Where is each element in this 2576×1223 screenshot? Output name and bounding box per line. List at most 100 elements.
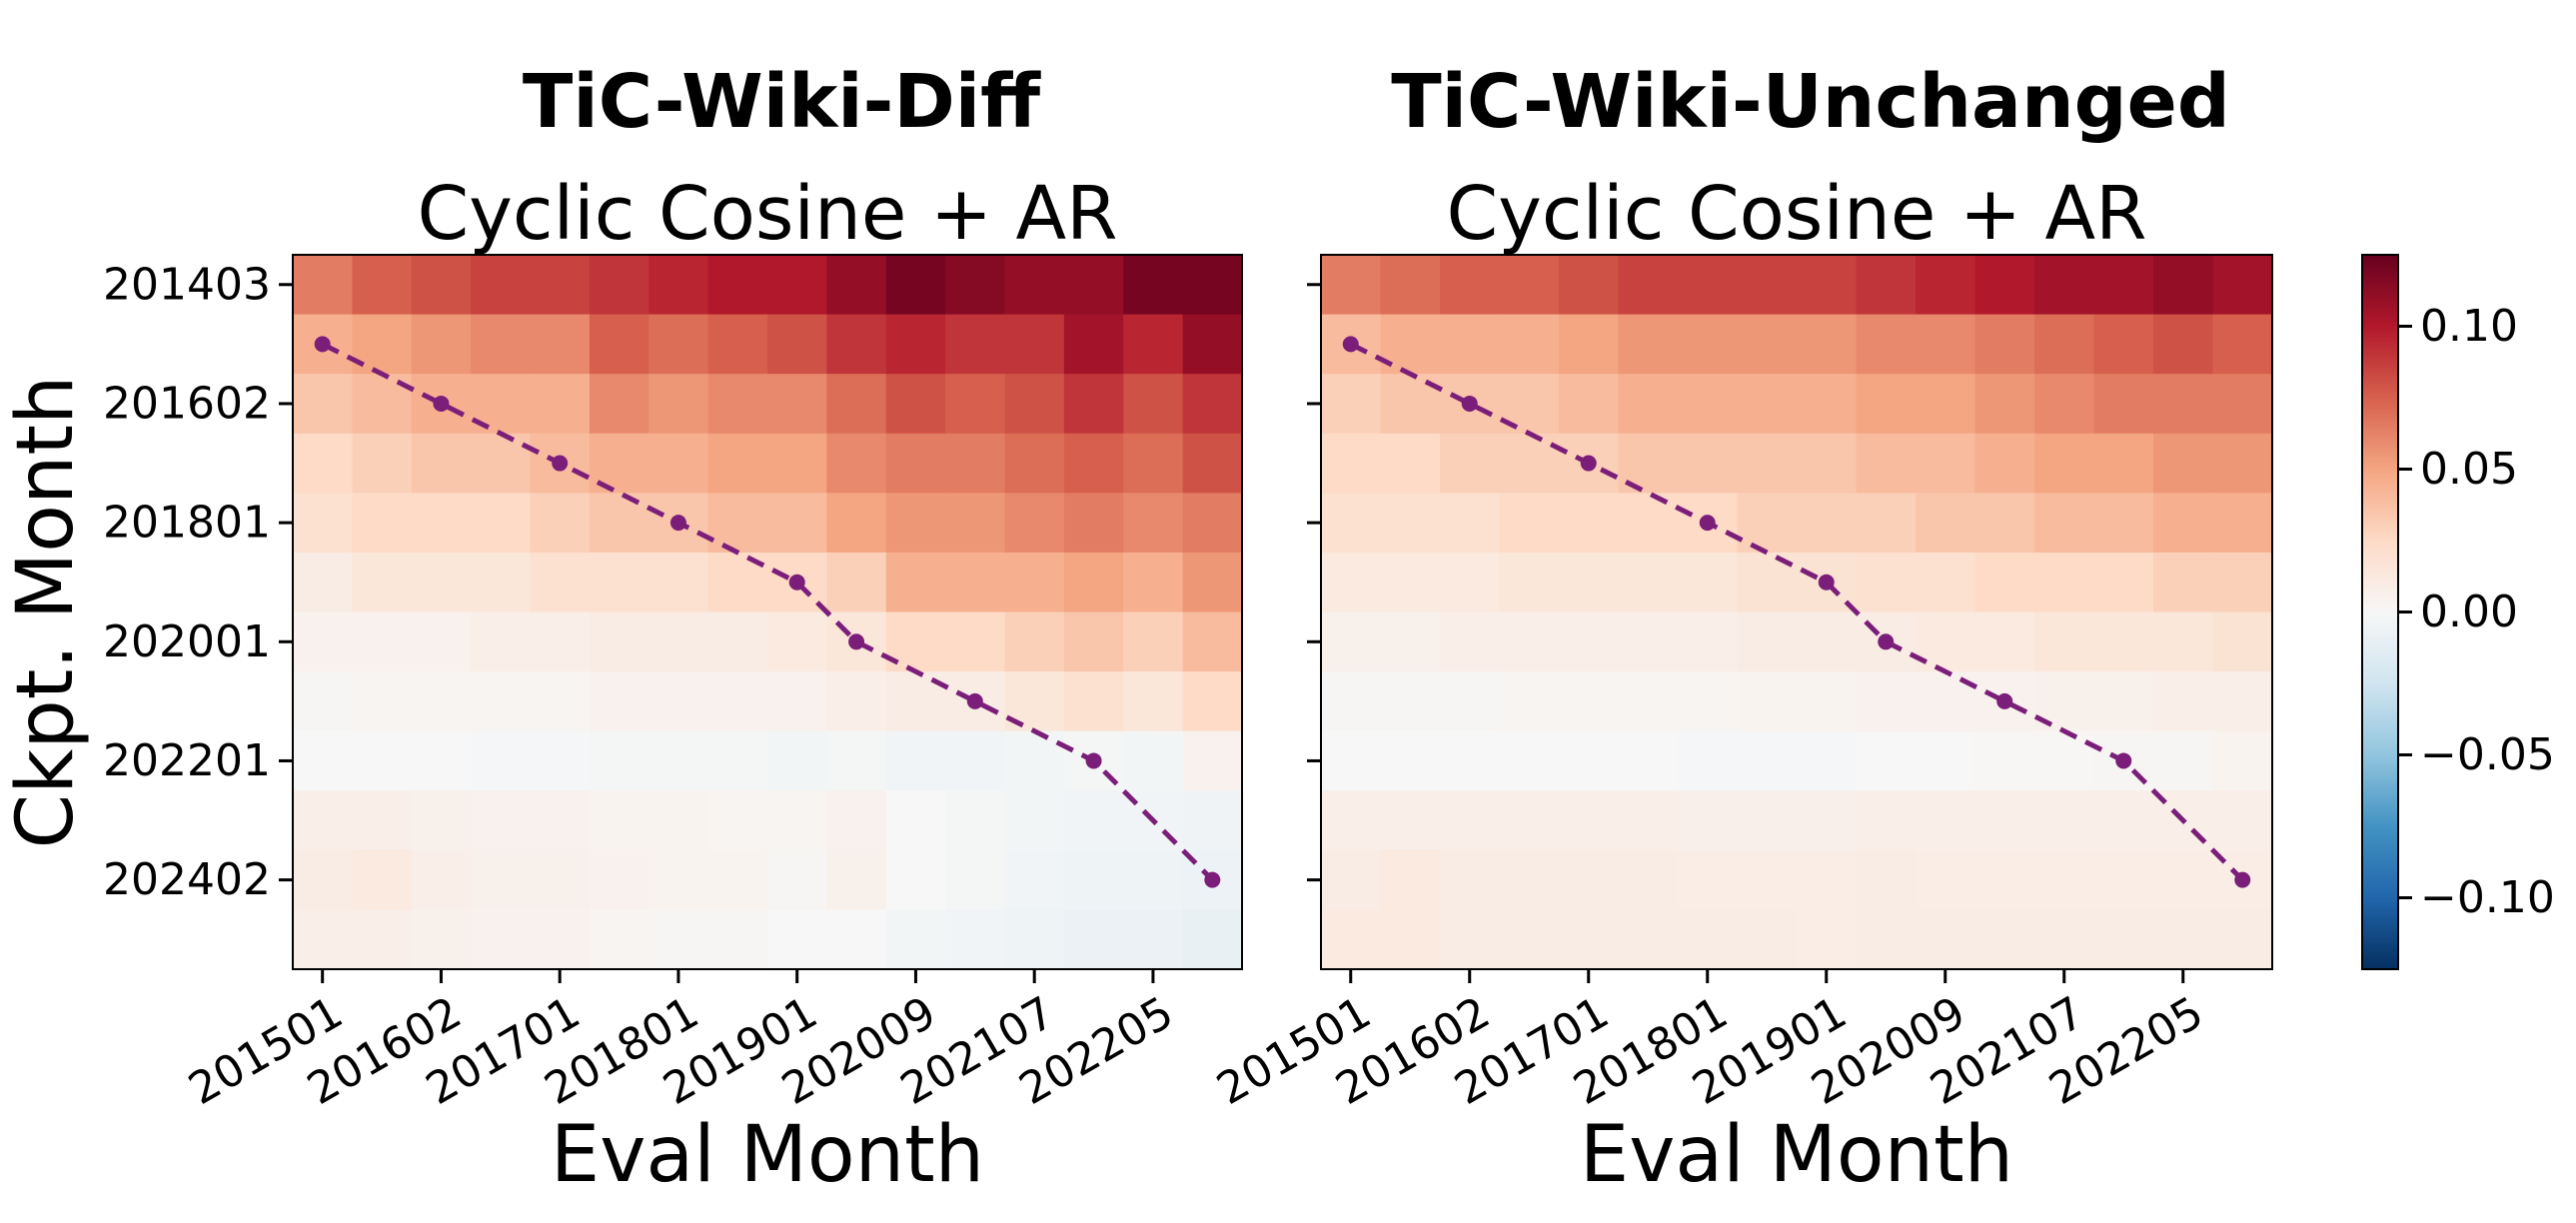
heatmap-cell — [1797, 314, 1858, 375]
heatmap-cell — [2153, 909, 2214, 970]
heatmap-cell — [293, 909, 353, 970]
heatmap-cell — [1440, 255, 1501, 316]
heatmap-cell — [648, 552, 709, 613]
heatmap-cell — [1916, 374, 1976, 435]
heatmap-cell — [1123, 493, 1184, 554]
heatmap-cell — [1004, 612, 1065, 672]
heatmap-cell — [352, 612, 413, 672]
heatmap-cell — [707, 433, 768, 494]
heatmap-cell — [1856, 255, 1917, 316]
heatmap-cell — [1499, 671, 1560, 732]
heatmap-cell — [1678, 374, 1739, 435]
heatmap-cell — [411, 790, 472, 851]
heatmap-cell — [471, 433, 532, 494]
panel-subtitle: Cyclic Cosine + AR — [1446, 171, 2146, 257]
heatmap-cell — [945, 849, 1006, 911]
heatmap-cell — [1678, 909, 1739, 970]
heatmap-cell — [2093, 433, 2154, 494]
heatmap-cell — [945, 612, 1006, 672]
heatmap-cell — [2212, 255, 2273, 316]
heatmap-cell — [471, 849, 532, 911]
heatmap-cell — [885, 552, 946, 613]
heatmap-cell — [648, 730, 709, 791]
heatmap-cell — [1737, 612, 1798, 672]
heatmap-cell — [471, 612, 532, 672]
x-axis-label: Eval Month — [551, 1110, 984, 1200]
heatmap-cell — [2034, 314, 2095, 375]
trajectory-point — [1085, 752, 1102, 769]
heatmap-cell — [1063, 433, 1124, 494]
heatmap-cell — [1559, 493, 1620, 554]
heatmap-cell — [530, 909, 591, 970]
heatmap-cell — [1123, 433, 1184, 494]
heatmap-cell — [885, 790, 946, 851]
heatmap-cell — [1618, 790, 1679, 851]
heatmap-cell — [767, 433, 827, 494]
heatmap-cell — [2093, 493, 2154, 554]
trajectory-point — [966, 692, 983, 709]
heatmap-cell — [826, 671, 887, 732]
heatmap-cell — [2212, 433, 2273, 494]
y-axis-label: Ckpt. Month — [1, 376, 91, 849]
heatmap-cell — [1063, 374, 1124, 435]
heatmap-cell — [1974, 493, 2035, 554]
heatmap-cell — [1380, 493, 1441, 554]
heatmap-cell — [885, 909, 946, 970]
heatmap-cell — [1004, 433, 1065, 494]
heatmap-cell — [2153, 493, 2214, 554]
heatmap-cell — [530, 612, 591, 672]
heatmap-cell — [767, 849, 827, 911]
heatmap-cell — [885, 255, 946, 316]
heatmap-cell — [2212, 552, 2273, 613]
trajectory-point — [1580, 455, 1597, 472]
heatmap-cell — [1182, 374, 1243, 435]
x-axis-label: Eval Month — [1580, 1110, 2013, 1200]
heatmap-cell — [826, 909, 887, 970]
heatmap-cell — [707, 671, 768, 732]
heatmap-cell — [1618, 730, 1679, 791]
heatmap-cell — [2153, 552, 2214, 613]
heatmap-cell — [826, 433, 887, 494]
heatmap-cell — [1123, 612, 1184, 672]
heatmap-cell — [589, 671, 649, 732]
heatmap-cell — [1797, 612, 1858, 672]
heatmap-cell — [411, 671, 472, 732]
heatmap-cell — [1856, 909, 1917, 970]
heatmap-cell — [1321, 552, 1382, 613]
y-tick-label: 202402 — [103, 854, 271, 905]
heatmap-cell — [1004, 493, 1065, 554]
heatmap-cell — [945, 909, 1006, 970]
heatmap-cell — [1678, 790, 1739, 851]
heatmap-cell — [471, 314, 532, 375]
heatmap-cell — [411, 314, 472, 375]
heatmap-cell — [707, 790, 768, 851]
heatmap-cell — [1440, 730, 1501, 791]
panel-subtitle: Cyclic Cosine + AR — [417, 171, 1117, 257]
heatmap-cell — [767, 730, 827, 791]
heatmap-cell — [1916, 314, 1976, 375]
heatmap-cell — [1737, 314, 1798, 375]
heatmap-cell — [1559, 255, 1620, 316]
heatmap-cell — [1063, 255, 1124, 316]
heatmap-cell — [2212, 374, 2273, 435]
heatmap-cell — [1182, 909, 1243, 970]
heatmap-cell — [1123, 552, 1184, 613]
heatmap-cell — [1440, 433, 1501, 494]
heatmap-cell — [1737, 849, 1798, 911]
heatmap-cell — [1499, 314, 1560, 375]
heatmap-cell — [471, 671, 532, 732]
heatmap-cell — [1499, 849, 1560, 911]
heatmap-cell — [1380, 612, 1441, 672]
heatmap-cell — [1182, 493, 1243, 554]
heatmap-cell — [589, 730, 649, 791]
heatmap-cell — [1499, 790, 1560, 851]
heatmap-cell — [945, 552, 1006, 613]
trajectory-point — [1461, 395, 1478, 412]
heatmap-cell — [1559, 314, 1620, 375]
heatmap-cell — [1004, 849, 1065, 911]
heatmap-cell — [1063, 671, 1124, 732]
heatmap-cell — [826, 730, 887, 791]
heatmap-cell — [2212, 909, 2273, 970]
heatmap-cell — [471, 493, 532, 554]
heatmap-cell — [1974, 849, 2035, 911]
